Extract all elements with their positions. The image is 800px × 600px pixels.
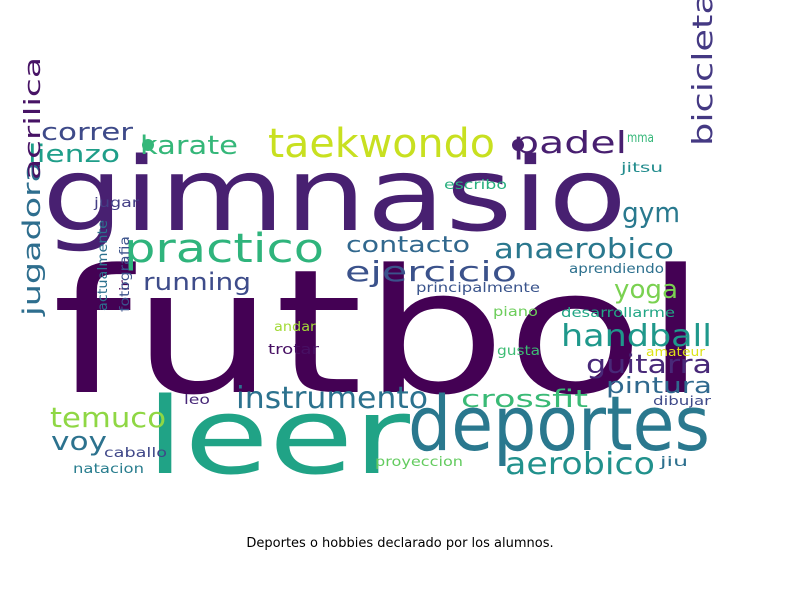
cloud-word-padel: padel (513, 126, 627, 161)
cloud-word-gusta: gusta (497, 344, 540, 359)
cloud-word-yoga: yoga (614, 275, 678, 305)
cloud-word-contacto: contacto (346, 233, 470, 258)
cloud-word-pintura: pintura (606, 374, 712, 399)
cloud-word-acrilica: acrilica (21, 57, 46, 180)
cloud-word-ejercicio: ejercicio (345, 255, 517, 288)
cloud-word-karate: karate (140, 131, 238, 161)
cloud-word-deportes: deportes (408, 379, 710, 468)
cloud-word-principalmente: principalmente (416, 281, 540, 296)
cloud-word-temuco: temuco (50, 401, 166, 434)
cloud-word-running: running (143, 268, 251, 296)
cloud-word-jiu: jiu (658, 455, 688, 470)
cloud-word-voy: voy (51, 427, 107, 457)
word-bullet (512, 139, 524, 151)
cloud-word-jitsu: jitsu (619, 161, 663, 176)
cloud-word-aerobico: aerobico (505, 447, 655, 482)
cloud-word-practico: practico (124, 226, 324, 272)
cloud-word-desarrollarme: desarrollarme (561, 306, 675, 321)
cloud-word-jugadora: jugadora (18, 161, 46, 317)
cloud-word-handball: handball (561, 319, 712, 354)
cloud-word-bicicleta: bicicleta (686, 0, 719, 146)
cloud-word-actualmente: actualmente (96, 220, 111, 311)
cloud-word-anaerobico: anaerobico (494, 232, 674, 265)
cloud-word-dibujar: dibujar (653, 394, 711, 408)
cloud-word-guitarra: guitarra (586, 350, 712, 380)
cloud-word-correr: correr (41, 118, 133, 146)
cloud-word-jugar: jugar (93, 196, 140, 211)
cloud-word-leer: leer (146, 375, 411, 498)
cloud-word-piano: piano (493, 305, 538, 320)
cloud-word-natacion: natacion (73, 462, 144, 477)
cloud-word-escribo: escribo (444, 178, 507, 193)
cloud-word-taekwondo: taekwondo (268, 121, 495, 167)
cloud-word-proyeccion: proyeccion (375, 455, 463, 470)
cloud-word-futbol: futbol (52, 232, 707, 433)
figure-caption: Deportes o hobbies declarado por los alu… (246, 536, 554, 551)
word-bullet (142, 139, 154, 151)
cloud-word-ir: ir (118, 279, 133, 291)
cloud-word-andar: andar (274, 320, 317, 335)
cloud-word-trotar: trotar (268, 342, 319, 358)
cloud-word-amateur: amateur (646, 345, 705, 359)
cloud-word-crossfit: crossfit (461, 385, 588, 413)
cloud-word-gym: gym (622, 196, 680, 229)
cloud-word-aprendiendo: aprendiendo (569, 262, 664, 277)
cloud-word-caballo: caballo (104, 446, 167, 461)
cloud-word-fotografia: fotografia (118, 236, 133, 312)
cloud-word-instrumento: instrumento (236, 381, 428, 416)
cloud-word-leo: leo (184, 393, 210, 408)
cloud-word-gimnasio: gimnasio (42, 136, 627, 255)
cloud-word-mma: mma (627, 131, 654, 146)
cloud-word-lienzo: lienzo (28, 140, 120, 168)
